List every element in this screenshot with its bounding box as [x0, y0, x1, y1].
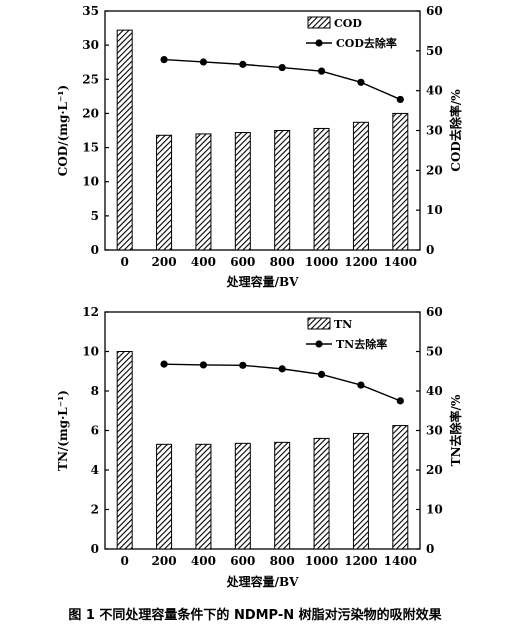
legend-line-label: COD去除率 [336, 36, 397, 50]
removal-rate-point [199, 361, 208, 369]
legend-bar-swatch [307, 317, 331, 330]
legend-bar-swatch [307, 16, 331, 29]
right-tick-label: 20 [426, 163, 443, 177]
legend-bar-label: COD [334, 17, 362, 30]
left-tick-label: 20 [82, 106, 99, 120]
right-tick-label: 50 [426, 44, 443, 58]
removal-rate-point [199, 58, 208, 66]
bar [274, 441, 291, 550]
left-tick-label: 10 [82, 345, 99, 359]
removal-rate-point [160, 360, 168, 368]
left-tick-label: 6 [91, 424, 99, 438]
bar [195, 133, 212, 251]
bar [392, 112, 409, 251]
bar [313, 437, 330, 550]
x-tick-label: 1000 [305, 554, 338, 568]
left-tick-label: 15 [82, 141, 99, 155]
x-tick-label: 0 [121, 554, 129, 568]
right-tick-label: 0 [426, 243, 434, 257]
bar [234, 132, 251, 251]
bar [352, 432, 369, 550]
removal-rate-point [357, 381, 365, 389]
right-tick-label: 60 [426, 4, 443, 18]
bar [116, 29, 133, 251]
right-tick-label: 10 [426, 503, 443, 517]
left-axis-title: TN/(mg·L⁻¹) [56, 390, 70, 471]
x-axis-title: 处理容量/BV [226, 274, 300, 289]
left-axis-title: COD/(mg·L⁻¹) [56, 85, 70, 176]
right-tick-label: 10 [426, 203, 443, 217]
right-tick-label: 50 [426, 345, 443, 359]
bar [156, 443, 173, 550]
right-tick-label: 30 [426, 424, 443, 438]
x-tick-label: 1200 [344, 554, 377, 568]
x-tick-label: 1200 [344, 255, 377, 269]
legend: COD COD去除率 [306, 16, 397, 50]
removal-rate-point [317, 370, 326, 379]
left-tick-label: 35 [82, 4, 99, 18]
left-tick-label: 4 [91, 463, 99, 477]
right-tick-label: 40 [426, 84, 443, 98]
legend-line-marker [315, 39, 323, 47]
x-tick-label: 600 [230, 554, 255, 568]
removal-rate-point [278, 63, 286, 72]
legend-line-marker [315, 340, 323, 348]
right-axis-title: COD去除率/% [448, 89, 463, 172]
bar [352, 121, 369, 251]
x-tick-label: 400 [191, 255, 216, 269]
bar [156, 134, 173, 251]
x-tick-label: 800 [270, 554, 295, 568]
x-tick-label: 1400 [384, 554, 417, 568]
right-tick-label: 0 [426, 542, 434, 556]
x-tick-label: 1000 [305, 255, 338, 269]
x-tick-label: 800 [270, 255, 295, 269]
x-tick-label: 400 [191, 554, 216, 568]
legend-line-label: TN去除率 [336, 337, 387, 351]
removal-rate-point [396, 95, 404, 104]
left-tick-label: 10 [82, 175, 99, 189]
x-axis-title: 处理容量/BV [226, 574, 300, 589]
figure-caption: 图 1 不同处理容量条件下的 NDMP-N 树脂对污染物的吸附效果 [68, 608, 442, 623]
removal-rate-point [357, 78, 365, 86]
x-tick-label: 200 [152, 554, 177, 568]
removal-rate-point [317, 67, 326, 75]
left-tick-label: 0 [91, 542, 99, 556]
left-tick-label: 0 [91, 243, 99, 257]
left-tick-label: 25 [82, 72, 99, 86]
left-tick-label: 5 [91, 209, 99, 223]
bar [234, 442, 251, 550]
left-tick-label: 2 [91, 503, 99, 517]
right-tick-label: 20 [426, 463, 443, 477]
right-axis-title: TN去除率/% [448, 394, 463, 466]
left-tick-label: 8 [91, 384, 99, 398]
bar [195, 443, 212, 550]
left-tick-label: 12 [82, 305, 99, 319]
left-tick-label: 30 [82, 38, 99, 52]
x-tick-label: 200 [152, 255, 177, 269]
removal-rate-point [239, 361, 247, 369]
removal-rate-point [396, 397, 404, 405]
x-tick-label: 0 [121, 255, 129, 269]
removal-rate-point [239, 60, 247, 68]
right-tick-label: 30 [426, 124, 443, 138]
legend-bar-label: TN [334, 318, 352, 331]
bar [313, 127, 330, 251]
right-tick-label: 60 [426, 305, 443, 319]
x-tick-label: 1400 [384, 255, 417, 269]
x-tick-label: 600 [230, 255, 255, 269]
bar [116, 351, 133, 550]
bar [392, 425, 409, 550]
right-tick-label: 40 [426, 384, 443, 398]
removal-rate-point [160, 55, 168, 64]
removal-rate-point [278, 365, 286, 373]
bar [274, 130, 291, 251]
legend: TN TN去除率 [306, 317, 387, 351]
